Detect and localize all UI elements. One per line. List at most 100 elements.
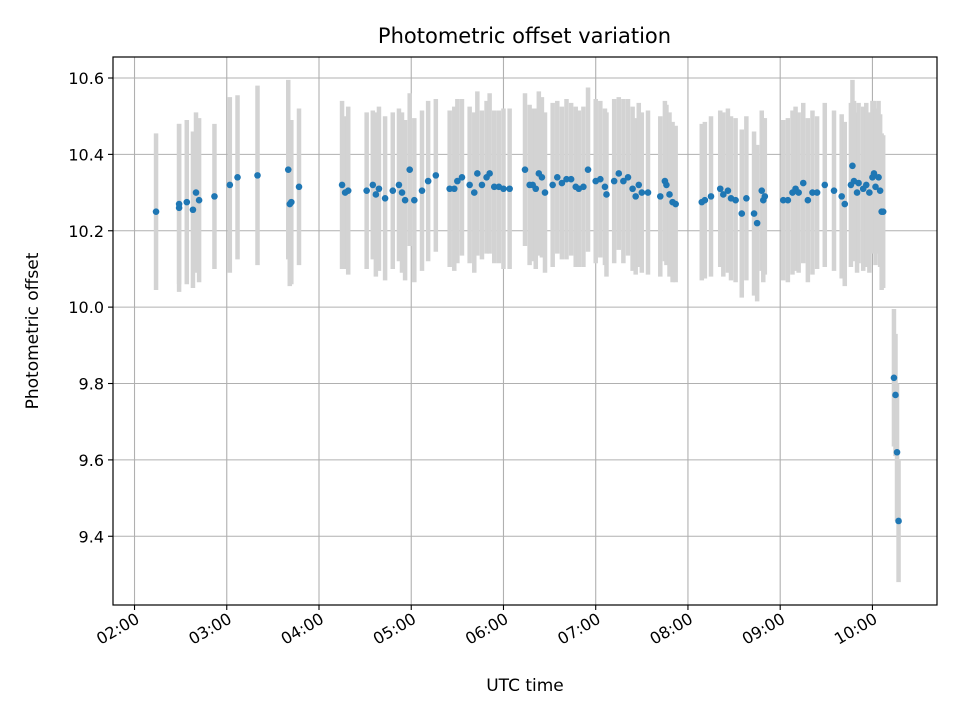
y-tick-label: 10.4	[68, 145, 104, 164]
data-point	[500, 185, 507, 193]
data-point	[892, 391, 899, 399]
data-point	[809, 189, 816, 196]
data-point	[720, 191, 727, 198]
data-point	[895, 517, 902, 525]
data-point	[254, 172, 261, 179]
data-point	[372, 191, 380, 198]
data-point	[629, 185, 636, 193]
data-point	[724, 187, 732, 194]
data-point	[538, 173, 546, 181]
data-point	[567, 175, 575, 183]
data-point	[632, 193, 639, 200]
data-point	[758, 187, 766, 194]
y-tick-label: 10.2	[68, 222, 104, 241]
data-point	[666, 191, 673, 198]
data-point	[707, 193, 715, 200]
data-point	[597, 175, 604, 183]
data-point	[389, 187, 397, 194]
data-point	[375, 185, 383, 193]
data-point	[474, 170, 481, 177]
data-point	[638, 189, 646, 196]
data-point	[338, 181, 346, 189]
x-axis-label: UTC time	[486, 676, 564, 696]
data-point	[580, 183, 587, 191]
data-point	[879, 208, 887, 215]
data-point	[363, 187, 370, 194]
data-point	[635, 181, 643, 189]
data-point	[175, 200, 183, 208]
data-point	[870, 170, 878, 177]
data-point	[490, 183, 498, 191]
data-point	[855, 179, 862, 187]
data-point	[601, 183, 609, 191]
data-point	[804, 196, 812, 204]
plot-frame	[112, 56, 938, 606]
data-point	[663, 181, 670, 189]
data-point	[432, 172, 440, 179]
data-point	[862, 181, 870, 189]
data-point	[743, 194, 750, 202]
data-point	[876, 187, 884, 194]
data-point	[234, 173, 241, 181]
data-point	[795, 189, 802, 196]
data-point	[152, 208, 160, 215]
data-point	[753, 219, 761, 227]
data-point	[830, 187, 838, 194]
data-point	[450, 185, 458, 193]
data-point	[644, 189, 652, 196]
data-point	[478, 181, 486, 189]
data-point	[226, 181, 234, 189]
data-point	[211, 193, 218, 200]
data-point	[620, 177, 627, 185]
data-point	[189, 206, 197, 214]
data-point	[521, 166, 529, 173]
data-point	[732, 196, 739, 204]
data-point	[853, 189, 861, 196]
data-point	[656, 193, 664, 200]
data-point	[195, 196, 203, 204]
data-point	[761, 193, 769, 200]
data-point	[295, 183, 303, 191]
data-point	[532, 185, 540, 193]
data-point	[779, 196, 787, 204]
data-point	[454, 177, 461, 185]
data-point	[624, 173, 632, 181]
data-point	[541, 189, 549, 196]
y-axis: 9.4 9.6 9.8 10.0 10.2 10.4 10.6	[68, 69, 113, 546]
data-point	[558, 179, 566, 187]
data-point	[284, 166, 292, 173]
data-point	[750, 210, 758, 217]
data-point	[553, 173, 561, 181]
data-point	[506, 185, 513, 193]
data-point	[369, 181, 377, 189]
y-tick-label: 9.8	[79, 375, 104, 394]
data-point	[563, 175, 570, 183]
y-axis-label: Photometric offset	[23, 252, 43, 409]
data-point	[470, 189, 478, 196]
data-point	[799, 179, 807, 187]
data-point	[615, 170, 623, 177]
y-tick-label: 10.6	[68, 69, 104, 88]
data-point	[893, 448, 901, 456]
data-point	[424, 177, 432, 185]
data-point	[183, 198, 191, 206]
data-point	[288, 198, 295, 206]
data-point	[821, 181, 829, 189]
y-tick-label: 10.0	[68, 298, 104, 317]
data-point	[875, 173, 882, 181]
data-point	[813, 189, 821, 196]
data-point	[192, 189, 200, 196]
data-point	[849, 162, 856, 170]
data-point	[381, 194, 389, 202]
data-point	[841, 200, 849, 208]
data-points	[152, 162, 902, 525]
data-point	[716, 185, 724, 193]
data-point	[603, 191, 610, 198]
data-point	[784, 196, 792, 204]
data-point	[418, 187, 426, 194]
data-point	[406, 166, 414, 173]
data-point	[866, 189, 873, 196]
data-point	[466, 181, 473, 189]
